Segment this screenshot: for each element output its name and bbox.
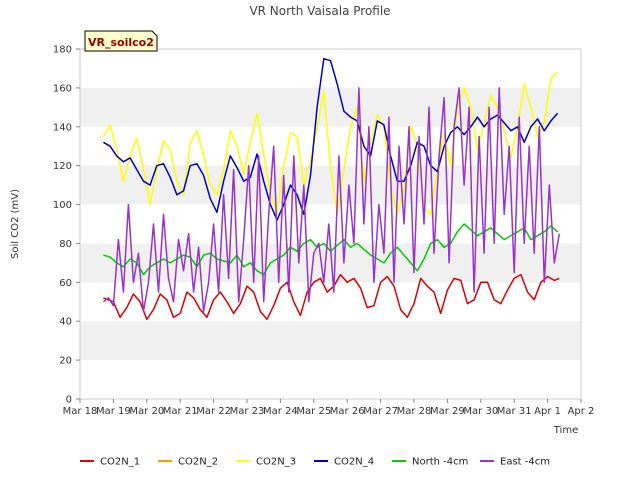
y-tick-label: 180	[53, 45, 72, 56]
x-tick-label: Mar 29	[430, 406, 465, 417]
series-line-co2n-3	[102, 71, 559, 216]
legend-label: North -4cm	[412, 457, 468, 468]
x-tick-label: Mar 19	[96, 406, 131, 417]
legend-label: CO2N_2	[178, 457, 218, 468]
legend-label: East -4cm	[500, 457, 550, 468]
legend-label: CO2N_4	[334, 457, 374, 468]
y-axis-title: Soil CO2 (mV)	[10, 189, 21, 259]
x-tick-label: Mar 26	[330, 406, 365, 417]
y-tick-label: 140	[53, 122, 72, 133]
site-tag-box	[84, 30, 158, 52]
legend-label: CO2N_3	[256, 457, 296, 468]
grid-band	[80, 165, 581, 205]
series-line-east-4cm	[102, 87, 561, 313]
x-tick-label: Mar 18	[63, 406, 98, 417]
series-line-co2n-4	[103, 57, 559, 221]
x-tick-label: Mar 21	[163, 406, 198, 417]
x-tick-label: Apr 1	[534, 406, 561, 417]
y-tick-label: 100	[53, 200, 72, 211]
x-tick-label: Mar 23	[230, 406, 265, 417]
x-tick-label: Mar 30	[463, 406, 498, 417]
x-tick-label: Apr 2	[568, 406, 595, 417]
grid-band	[80, 321, 581, 361]
y-axis-ticks: 0 20 40 60 80 100 120 140 160 180	[53, 45, 80, 406]
y-tick-label: 120	[53, 161, 72, 172]
legend: CO2N_1 CO2N_2 CO2N_3 CO2N_4 North -4cm East -…	[80, 457, 550, 468]
x-tick-label: Mar 20	[129, 406, 164, 417]
site-tag: VR_soilco2	[84, 30, 158, 52]
y-tick-label: 160	[53, 83, 72, 94]
chart-title: VR North Vaisala Profile	[249, 4, 390, 18]
plot-area-frame	[79, 48, 582, 400]
x-tick-label: Mar 27	[363, 406, 398, 417]
y-tick-label: 0	[66, 395, 72, 406]
legend-label: CO2N_1	[100, 457, 140, 468]
x-tick-label: Mar 24	[263, 406, 298, 417]
x-tick-label: Mar 25	[296, 406, 331, 417]
x-tick-label: Mar 28	[397, 406, 432, 417]
grid-band	[80, 87, 581, 127]
y-tick-label: 80	[59, 239, 72, 250]
y-tick-label: 40	[59, 317, 72, 328]
series-lines	[102, 57, 561, 321]
x-tick-label: Mar 22	[196, 406, 231, 417]
grid-bands	[80, 87, 581, 361]
y-tick-label: 20	[59, 356, 72, 367]
site-tag-label: VR_soilco2	[88, 36, 154, 49]
y-tick-label: 60	[59, 278, 72, 289]
x-axis-title: Time	[553, 425, 578, 436]
x-tick-label: Mar 31	[497, 406, 532, 417]
